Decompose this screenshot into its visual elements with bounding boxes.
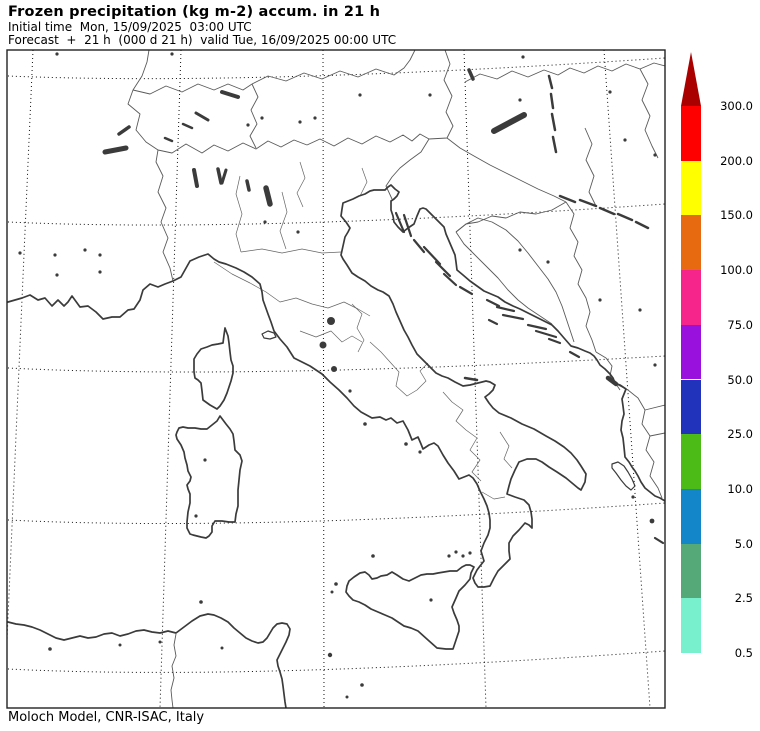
colorbar-tick-label: 5.0 (734, 536, 753, 551)
coastline-elba (261, 330, 277, 340)
colorbar-segment (681, 434, 701, 489)
colorbar-tick-label: 75.0 (727, 317, 753, 332)
colorbar-segment (681, 215, 701, 271)
colorbar-tick-label: 200.0 (720, 153, 753, 168)
colorbar-segment (681, 106, 701, 161)
coastline-mainland (7, 184, 665, 588)
country-borders (127, 50, 665, 708)
initial-time-line: Initial time Mon, 15/09/2025 03:00 UTC (8, 20, 252, 34)
forecast-valid-line: Forecast + 21 h (000 d 21 h) valid Tue, … (8, 33, 397, 47)
colorbar-tick-label: 10.0 (727, 481, 753, 496)
colorbar-tick-label: 50.0 (727, 372, 753, 387)
coastline-corfu (611, 461, 636, 491)
coastline-sardinia (175, 415, 243, 539)
colorbar-segment (681, 543, 701, 599)
lake-dots-and-small-islands (18, 52, 657, 699)
colorbar-segment (681, 488, 701, 544)
adriatic-islands (394, 211, 665, 545)
colorbar-segment (681, 598, 701, 653)
colorbar-tick-label: 25.0 (727, 427, 753, 442)
colorbar-segment (681, 324, 701, 380)
graticule (7, 50, 665, 708)
coastline (7, 184, 665, 708)
colorbar-tick-label: 100.0 (720, 263, 753, 278)
page-title: Frozen precipitation (kg m-2) accum. in … (8, 4, 381, 20)
map-frame (6, 49, 666, 709)
coastline-corsica (193, 327, 234, 410)
colorbar-tick-label: 150.0 (720, 208, 753, 223)
colorbar-over-arrow-svg (681, 52, 701, 106)
colorbar-tick-label: 0.5 (734, 646, 753, 660)
lakes (102, 68, 650, 387)
colorbar-over-arrow (681, 52, 701, 106)
colorbar-segment (681, 270, 701, 325)
colorbar-tick-label: 2.5 (734, 591, 753, 606)
coastline-north-africa (7, 613, 291, 708)
colorbar-segment (681, 160, 701, 216)
region-borders (213, 161, 513, 500)
colorbar-tick-label: 300.0 (720, 99, 753, 113)
coastline-sicily (345, 564, 475, 650)
model-credit: Moloch Model, CNR-ISAC, Italy (8, 710, 205, 725)
colorbar-segment (681, 379, 701, 435)
